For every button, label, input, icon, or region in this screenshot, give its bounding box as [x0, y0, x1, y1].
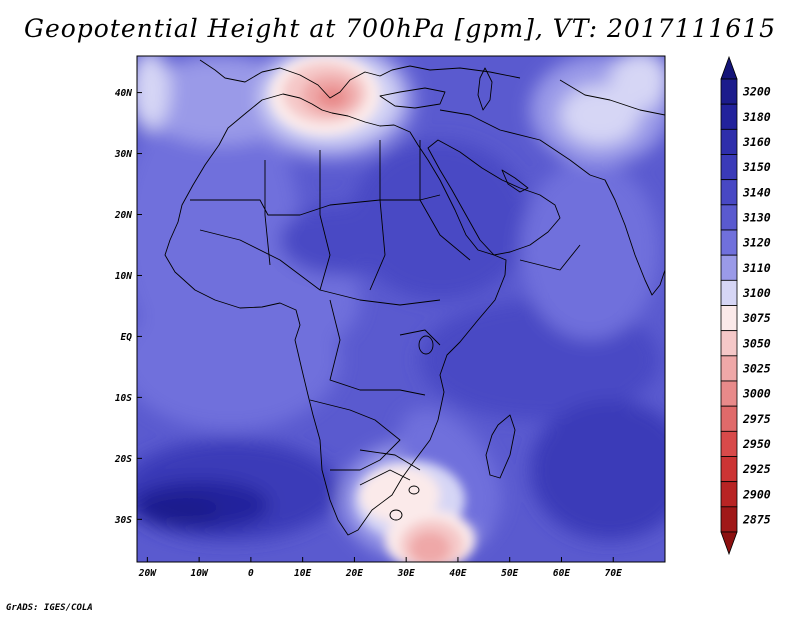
lon-tick-label: 60E — [553, 568, 570, 579]
lat-tick-label: 20N — [114, 210, 132, 221]
colorbar-label: 3050 — [742, 336, 771, 350]
africa-coastline — [164, 93, 507, 536]
colorbar-label: 3000 — [742, 387, 771, 401]
lat-tick-label: EQ — [121, 332, 133, 343]
colorbar-label: 3130 — [742, 210, 771, 224]
colorbar-swatch — [720, 355, 738, 382]
colorbar-label: 3200 — [742, 85, 771, 99]
india-coastline — [589, 174, 665, 296]
europe-coastline — [199, 59, 521, 99]
colorbar-swatch — [720, 254, 738, 281]
colorbar-swatch — [720, 456, 738, 483]
colorbar-swatch — [720, 103, 738, 130]
longitude-axis: 20W 10W 0 10E 20E 30E 40E 50E 60E 70E — [138, 557, 622, 579]
grads-credit: GrADS: IGES/COLA — [6, 603, 93, 613]
colorbar-label: 2950 — [742, 437, 771, 451]
colorbar-swatch — [720, 430, 738, 457]
lat-tick-label: 10N — [115, 271, 132, 282]
colorbar-label: 2875 — [742, 512, 771, 526]
colorbar-bottom-arrow — [720, 531, 738, 556]
caspian — [477, 67, 493, 111]
colorbar-swatch — [720, 279, 738, 306]
lon-tick-label: 0 — [248, 568, 254, 579]
colorbar-label: 3110 — [742, 261, 771, 275]
colorbar-label: 3160 — [742, 135, 771, 149]
colorbar-label: 2925 — [742, 462, 771, 476]
colorbar-label: 2975 — [742, 412, 771, 426]
colorbar: 3200 3180 3160 3150 3140 3130 3120 3110 3100 3075… — [720, 55, 771, 556]
colorbar-swatch — [720, 78, 738, 105]
colorbar-swatch — [720, 179, 738, 206]
persian-gulf — [501, 169, 529, 193]
colorbar-swatch — [720, 330, 738, 357]
colorbar-label: 3075 — [742, 311, 771, 325]
turkey-coastline — [379, 87, 446, 109]
colorbar-swatch — [720, 154, 738, 181]
arabia-coastline — [427, 139, 561, 256]
lat-tick-label: 20S — [114, 454, 132, 465]
latitude-axis: 40N 30N 20N 10N EQ 10S 20S 30S — [114, 88, 142, 526]
colorbar-swatch — [720, 229, 738, 256]
colorbar-top-arrow — [720, 55, 738, 80]
colorbar-label: 3140 — [742, 185, 771, 199]
lon-tick-label: 70E — [605, 568, 622, 579]
colorbar-swatch — [720, 380, 738, 407]
lat-tick-label: 40N — [115, 88, 132, 99]
lat-tick-label: 10S — [115, 393, 132, 404]
lon-tick-label: 10W — [191, 568, 209, 579]
colorbar-label: 2900 — [742, 487, 771, 501]
lat-tick-label: 30N — [114, 149, 132, 160]
plot-frame — [136, 55, 666, 563]
colorbar-label: 3180 — [742, 110, 771, 124]
colorbar-swatch — [720, 405, 738, 432]
coastlines — [164, 59, 665, 536]
colorbar-label: 3100 — [742, 286, 771, 300]
chart-title: Geopotential Height at 700hPa [gpm], VT:… — [23, 14, 777, 43]
colorbar-swatch — [720, 204, 738, 231]
lon-tick-label: 10E — [294, 568, 311, 579]
lon-tick-label: 20E — [345, 568, 363, 579]
colorbar-label: 3025 — [742, 361, 771, 375]
colorbar-swatch — [720, 481, 738, 508]
madagascar — [485, 414, 516, 479]
lon-tick-label: 30E — [397, 568, 415, 579]
lon-tick-label: 40E — [449, 568, 466, 579]
colorbar-label: 3120 — [742, 236, 771, 250]
lon-tick-label: 50E — [501, 568, 518, 579]
lon-tick-label: 20W — [138, 568, 157, 579]
colorbar-swatch — [720, 128, 738, 155]
colorbar-swatch — [720, 506, 738, 533]
colorbar-swatch — [720, 305, 738, 332]
height-field — [137, 56, 665, 562]
colorbar-label: 3150 — [742, 160, 771, 174]
lat-tick-label: 30S — [114, 515, 132, 526]
